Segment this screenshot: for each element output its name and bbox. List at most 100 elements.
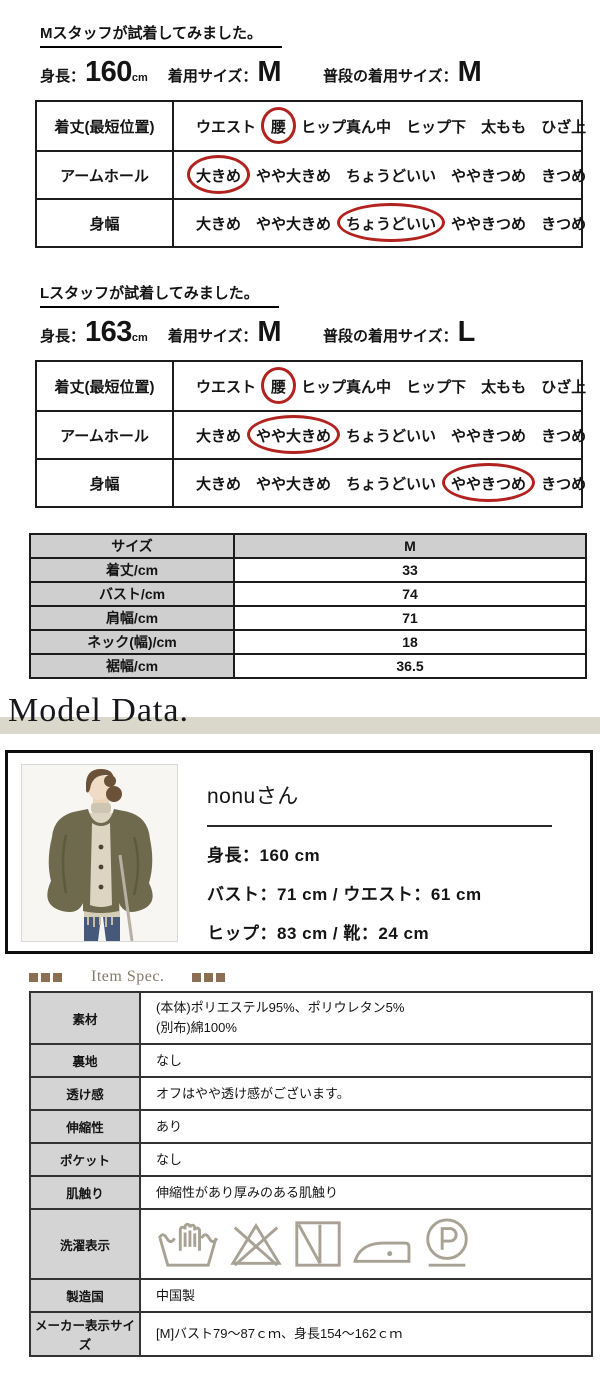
spec-row-value: 中国製: [139, 1278, 593, 1314]
size-table-row: ネック(幅)/cm 18: [29, 629, 587, 655]
height-label: 身長：: [40, 328, 86, 345]
model-bust-waist: バスト：71 cm / ウエスト：61 cm: [207, 885, 482, 904]
do-not-bleach-icon: [227, 1218, 285, 1270]
brown-square-icon: [192, 972, 202, 982]
height-unit: cm: [131, 72, 148, 84]
fit-option: ヒップ下: [406, 378, 467, 396]
fit-table-row: 身幅 大きめ やや大きめ ちょうどいい ややきつめ きつめ: [37, 458, 586, 506]
spec-row: 透け感 オフはやや透け感がございます。: [29, 1076, 593, 1112]
model-data-heading: Model Data.: [0, 692, 600, 741]
staff-m-stats: 身長： 160 cm 着用サイズ： M 普段の着用サイズ： M: [40, 58, 600, 87]
fit-option: ややきつめ: [451, 215, 527, 233]
fit-option-selected: やや大きめ: [247, 414, 341, 454]
height-label: 身長：: [40, 68, 86, 85]
fit-option: ヒップ真ん中: [301, 378, 392, 396]
fit-option: やや大きめ: [256, 167, 332, 185]
item-spec-heading: Item Spec.: [29, 968, 600, 986]
size-row-label: 裾幅/cm: [29, 653, 235, 679]
fit-option: きつめ: [541, 167, 587, 185]
model-hip-shoe: ヒップ：83 cm / 靴：24 cm: [207, 924, 430, 943]
brown-square-icon: [216, 972, 226, 982]
size-table-row: 肩幅/cm 71: [29, 605, 587, 631]
fit-options: 大きめ やや大きめ ちょうどいい ややきつめ きつめ: [174, 200, 586, 246]
fit-option: 大きめ: [196, 427, 242, 445]
model-name: nonuさん: [207, 785, 299, 808]
laundry-care-icons: [156, 1215, 591, 1273]
size-measurements-table: サイズ M 着丈/cm 33 バスト/cm 74 肩幅/cm 71 ネック(幅)/cm 18 裾幅/…: [29, 533, 587, 679]
fit-table-row: アームホール 大きめ やや大きめ ちょうどいい ややきつめ きつめ: [37, 410, 586, 458]
fit-option: ウエスト: [196, 118, 257, 136]
staff-section-m: Mスタッフが試着してみました。 身長： 160 cm 着用サイズ： M 普段の着用サイ…: [0, 0, 600, 248]
usual-size-value: L: [457, 316, 476, 348]
fit-options: 大きめ やや大きめ ちょうどいい ややきつめ きつめ: [174, 152, 586, 198]
staff-m-title: Mスタッフが試着してみました。: [40, 22, 283, 48]
fit-option: きつめ: [541, 427, 587, 445]
brown-square-icon: [204, 972, 214, 982]
spec-row: 洗濯表示: [29, 1208, 593, 1281]
fit-options: ウエスト腰ヒップ真ん中 ヒップ下 太もも ひざ上: [174, 102, 586, 150]
spec-row-label: 透け感: [29, 1076, 141, 1112]
fit-option: 太もも: [481, 378, 527, 396]
usual-size-label: 普段の着用サイズ：: [323, 328, 458, 345]
fit-option: ちょうどいい: [346, 167, 437, 185]
fit-option: ややきつめ: [451, 167, 527, 185]
fit-option: 大きめ: [196, 215, 242, 233]
model-data-box: nonuさん 身長：160 cm バスト：71 cm / ウエスト：61 cm …: [5, 750, 593, 954]
model-info: nonuさん 身長：160 cm バスト：71 cm / ウエスト：61 cm …: [207, 764, 552, 951]
fit-option: ややきつめ: [451, 427, 527, 445]
size-value: 33: [233, 557, 587, 583]
fit-row-label: 着丈(最短位置): [37, 102, 174, 150]
spec-row: 製造国 中国製: [29, 1278, 593, 1314]
iron-low-heat-icon: [351, 1218, 413, 1270]
spec-row-value: なし: [139, 1142, 593, 1178]
size-value: 74: [233, 581, 587, 607]
wear-size-label: 着用サイズ：: [167, 68, 258, 85]
fit-row-label: 身幅: [37, 200, 174, 246]
hand-wash-icon: [156, 1218, 220, 1270]
size-value: 36.5: [233, 653, 587, 679]
height-value: 160: [85, 56, 132, 88]
size-row-label: 肩幅/cm: [29, 605, 235, 631]
fit-options: ウエスト腰ヒップ真ん中 ヒップ下 太もも ひざ上: [174, 362, 586, 410]
size-value-header: M: [233, 533, 587, 559]
fit-option: きつめ: [541, 215, 587, 233]
fit-option: ちょうどいい: [346, 475, 437, 493]
fit-table-row: 着丈(最短位置) ウエスト腰ヒップ真ん中 ヒップ下 太もも ひざ上: [37, 102, 586, 150]
spec-row-label: 製造国: [29, 1278, 141, 1314]
spec-row: 素材 (本体)ポリエステル95%、ポリウレタン5% (別布)綿100%: [29, 990, 593, 1046]
spec-row: 裏地 なし: [29, 1043, 593, 1079]
spec-row-label: ポケット: [29, 1142, 141, 1178]
height-unit: cm: [131, 332, 148, 344]
item-spec-table: 素材 (本体)ポリエステル95%、ポリウレタン5% (別布)綿100% 裏地 なし 透け…: [29, 990, 593, 1358]
fit-table-row: アームホール 大きめ やや大きめ ちょうどいい ややきつめ きつめ: [37, 150, 586, 198]
fit-options: 大きめ やや大きめ ちょうどいい ややきつめ きつめ: [174, 460, 586, 506]
brown-square-icon: [53, 972, 62, 982]
size-table-row: 着丈/cm 33: [29, 557, 587, 583]
spec-row-label: 肌触り: [29, 1175, 141, 1211]
model-photo: [21, 764, 178, 942]
heading-band: [0, 717, 600, 734]
fit-option-selected: 大きめ: [186, 154, 251, 194]
wear-size-label: 着用サイズ：: [167, 328, 258, 345]
fit-option: ヒップ真ん中: [301, 118, 392, 136]
spec-row: 伸縮性 あり: [29, 1109, 593, 1145]
staff-section-l: Lスタッフが試着してみました。 身長： 163 cm 着用サイズ： M 普段の着用サイ…: [0, 248, 600, 508]
model-data-title: Model Data.: [8, 692, 189, 729]
fit-row-label: アームホール: [37, 152, 174, 198]
fit-option: 太もも: [481, 118, 527, 136]
spec-row-label: メーカー表示サイズ: [29, 1311, 141, 1358]
spec-row-value: オフはやや透け感がございます。: [139, 1076, 593, 1112]
fit-row-label: 着丈(最短位置): [37, 362, 174, 410]
model-height: 身長：160 cm: [207, 846, 321, 865]
item-spec-title: Item Spec.: [91, 968, 165, 985]
fit-option-selected: ちょうどいい: [337, 202, 446, 242]
size-value: 71: [233, 605, 587, 631]
size-table-row: 裾幅/cm 36.5: [29, 653, 587, 679]
spec-row-label: 洗濯表示: [29, 1208, 141, 1281]
spec-row-value: [139, 1208, 593, 1281]
fit-option: 大きめ: [196, 475, 242, 493]
fit-option-selected: 腰: [261, 106, 297, 144]
wear-size-value: M: [257, 316, 282, 348]
fit-option: ひざ上: [541, 118, 587, 136]
spec-row-label: 素材: [29, 990, 141, 1046]
